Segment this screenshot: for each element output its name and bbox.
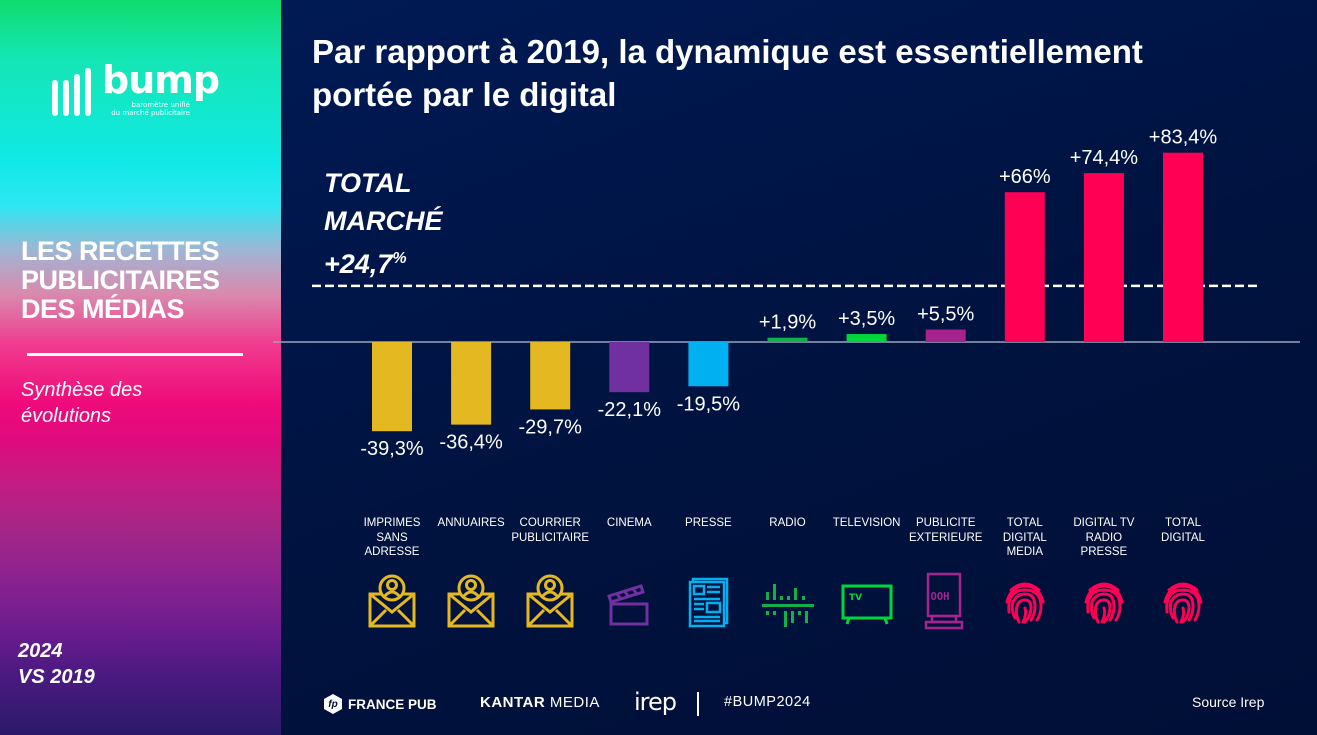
mail-person-icon bbox=[364, 572, 420, 632]
sidebar: bump baromètre unifié du marché publicit… bbox=[0, 0, 281, 735]
category-label-6: RADIO bbox=[769, 517, 806, 529]
page-title: Par rapport à 2019, la dynamique est ess… bbox=[312, 33, 1143, 113]
fingerprint-icon bbox=[1076, 572, 1132, 632]
fingerprint-icon bbox=[997, 572, 1053, 632]
sidebar-subtitle: Synthèse des évolutions bbox=[21, 379, 143, 427]
sidebar-divider bbox=[27, 353, 243, 356]
svg-text:TV: TV bbox=[849, 593, 862, 603]
newspaper-icon bbox=[680, 572, 736, 632]
bar-10 bbox=[1083, 173, 1124, 342]
data-label-5: -19,5% bbox=[677, 393, 741, 415]
data-label-6: +1,9% bbox=[759, 312, 816, 334]
bar-7 bbox=[846, 334, 887, 342]
bar-11 bbox=[1163, 152, 1203, 342]
hashtag: #BUMP2024 bbox=[724, 694, 811, 710]
category-label-7: TELEVISION bbox=[832, 517, 901, 529]
logo-bars-icon bbox=[52, 66, 94, 116]
source-note: Source Irep bbox=[1192, 694, 1265, 710]
data-label-11: +83,4% bbox=[1149, 127, 1218, 149]
bar-chart: -39,3% -36,4% -29,7% -22,1% -19,5% +1,9% +3,5%… bbox=[273, 127, 1300, 460]
bar-1 bbox=[372, 342, 412, 432]
bar-8 bbox=[925, 329, 966, 342]
france-pub-logo: fp FRANCE PUB bbox=[324, 694, 437, 714]
category-label-4: CINEMA bbox=[606, 517, 652, 529]
data-label-7: +3,5% bbox=[838, 308, 895, 330]
mail-person-icon bbox=[443, 572, 499, 632]
bar-6 bbox=[767, 337, 808, 342]
clapperboard-icon bbox=[601, 572, 657, 632]
data-label-1: -39,3% bbox=[360, 438, 424, 460]
bar-9 bbox=[1004, 192, 1045, 342]
category-label-9: TOTAL DIGITAL MEDIA bbox=[1002, 517, 1047, 558]
france-pub-badge-icon: fp bbox=[324, 694, 342, 714]
fingerprint-icon bbox=[1155, 572, 1211, 632]
data-label-8: +5,5% bbox=[917, 304, 974, 326]
category-label-5: PRESSE bbox=[685, 517, 732, 529]
logo-word: bump bbox=[102, 58, 220, 102]
sidebar-title: LES RECETTES PUBLICITAIRES DES MÉDIAS bbox=[21, 236, 220, 324]
irep-logo: irep bbox=[634, 688, 677, 716]
category-label-8: PUBLICITE EXTERIEURE bbox=[908, 517, 983, 544]
category-label-3: COURRIER PUBLICITAIRE bbox=[511, 517, 590, 544]
data-label-9: +66% bbox=[999, 166, 1051, 188]
bump-logo: bump baromètre unifié du marché publicit… bbox=[52, 58, 232, 120]
data-label-3: -29,7% bbox=[519, 416, 583, 438]
data-label-4: -22,1% bbox=[598, 399, 662, 421]
category-label-1: IMPRIMES SANS ADRESSE bbox=[363, 517, 421, 558]
mail-person-icon bbox=[522, 572, 578, 632]
total-market-label: TOTAL MARCHÉ +24,7% bbox=[324, 168, 443, 279]
tv-icon: TV bbox=[839, 572, 895, 632]
svg-text:OOH: OOH bbox=[930, 591, 949, 603]
kantar-media-logo: KANTAR MEDIA bbox=[480, 694, 600, 711]
logo-tagline: baromètre unifié du marché publicitaire bbox=[111, 101, 190, 117]
category-label-10: DIGITAL TV RADIO PRESSE bbox=[1073, 517, 1135, 558]
data-label-2: -36,4% bbox=[439, 432, 503, 454]
ooh-billboard-icon: OOH bbox=[918, 572, 974, 632]
radio-wave-icon bbox=[760, 572, 816, 632]
bar-2 bbox=[451, 342, 492, 425]
bar-3 bbox=[530, 342, 571, 410]
category-label-2: ANNUAIRES bbox=[437, 517, 505, 529]
category-label-11: TOTAL DIGITAL bbox=[1161, 517, 1205, 544]
footer-separator bbox=[697, 692, 699, 716]
data-label-10: +74,4% bbox=[1070, 147, 1139, 169]
bar-5 bbox=[688, 342, 729, 387]
bar-4 bbox=[609, 342, 650, 393]
sidebar-period: 2024 VS 2019 bbox=[18, 640, 95, 688]
